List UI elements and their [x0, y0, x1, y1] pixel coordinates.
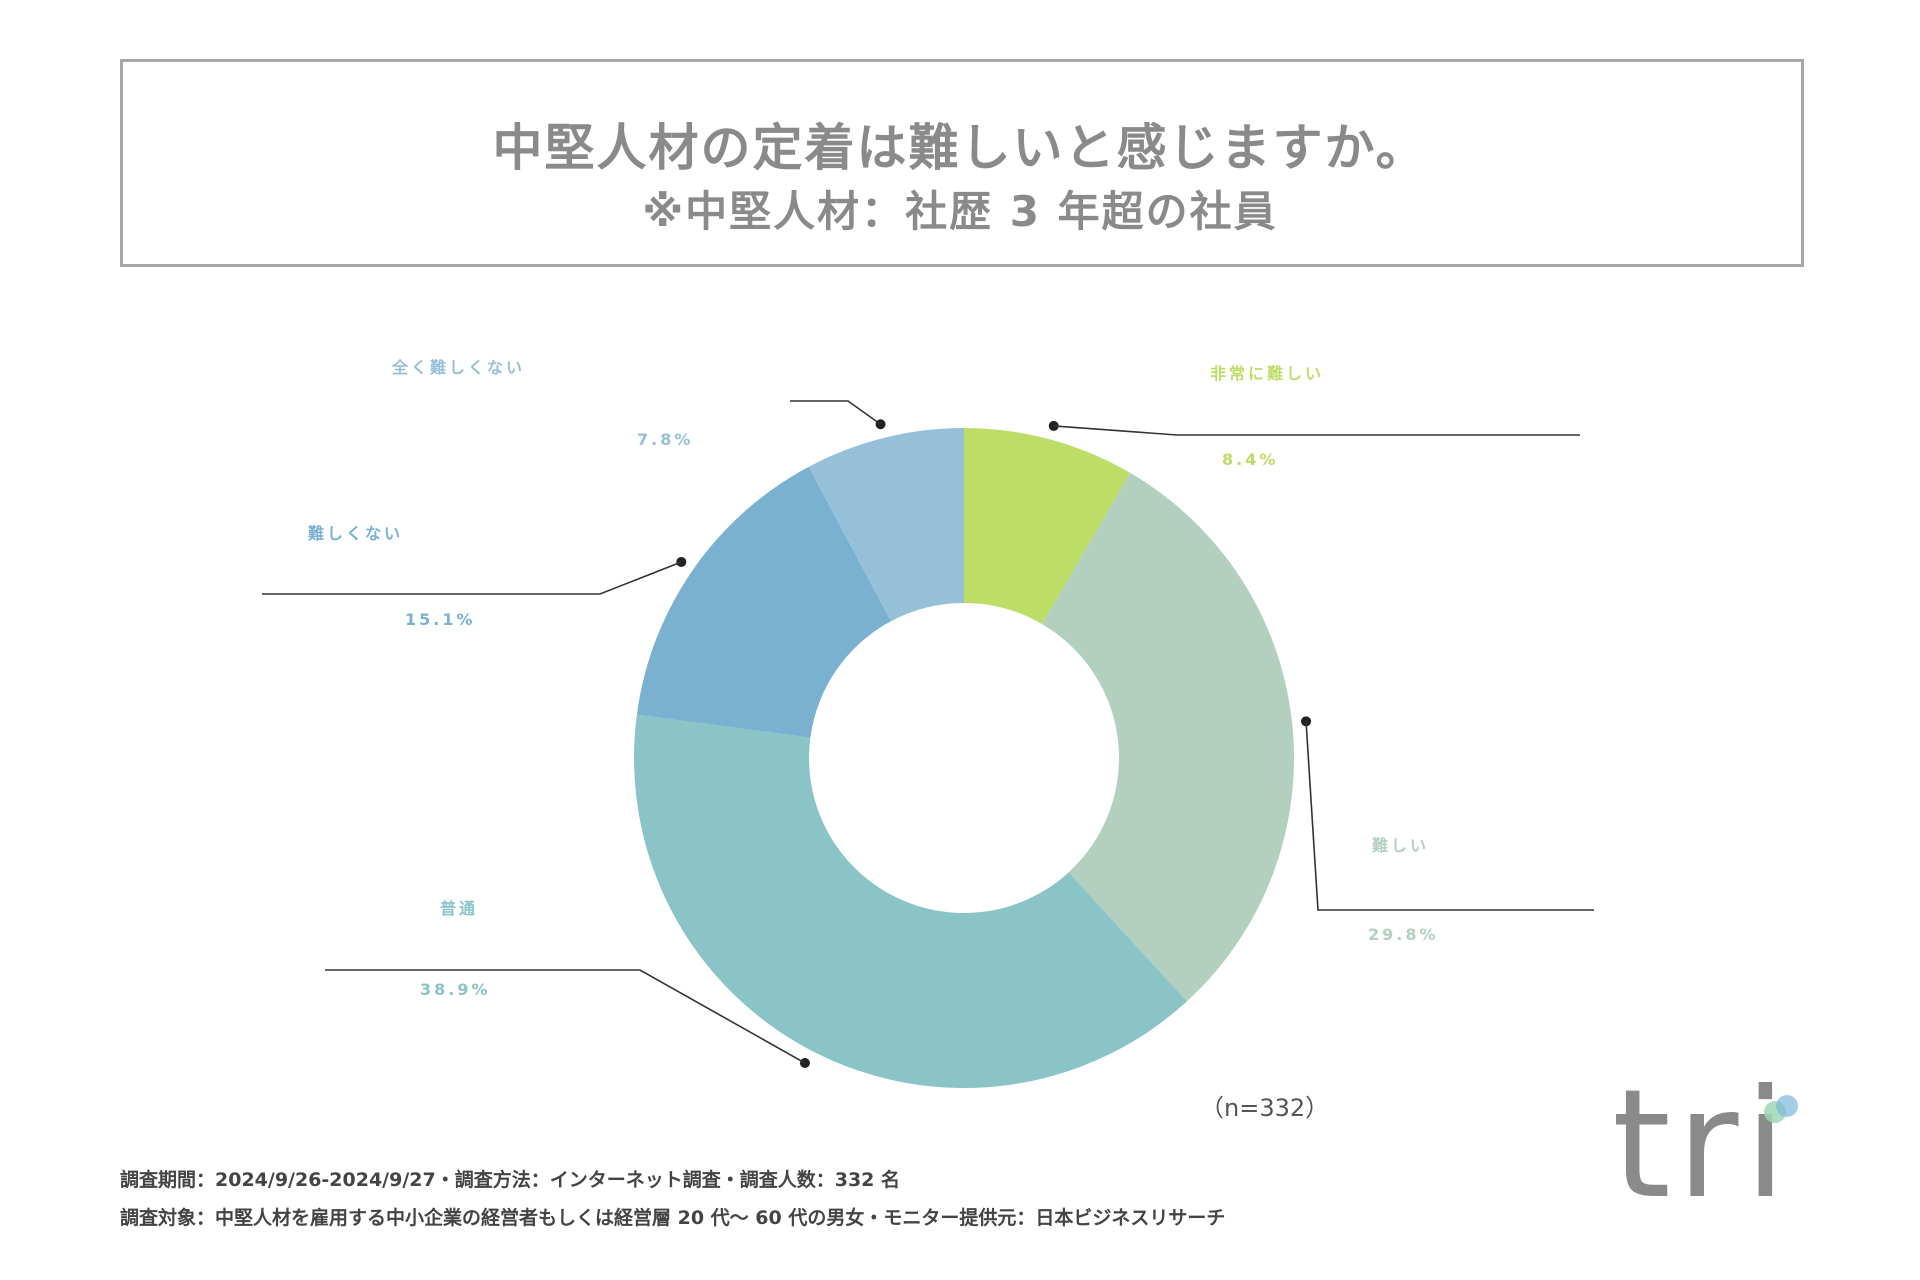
leader-line-2 [325, 969, 806, 1064]
donut-slice-3 [636, 466, 892, 738]
donut-slice-1 [1042, 472, 1294, 1002]
sample-size-label: （n=332） [1200, 1094, 1330, 1122]
label-2-name: 普通 [440, 899, 479, 918]
label-0-name: 非常に難しい [1210, 364, 1325, 383]
label-3-name: 難しくない [308, 524, 404, 543]
label-3-value: 15.1% [405, 610, 476, 629]
label-1-value: 29.8% [1368, 925, 1439, 944]
leader-line-3 [262, 561, 682, 595]
leader-line-1 [1305, 721, 1594, 911]
label-4-name: 全く難しくない [392, 358, 526, 377]
footer-survey-period: 調査期間：2024/9/26-2024/9/27・調査方法：インターネット調査・… [120, 1169, 901, 1191]
logo-dots-icon [1764, 1095, 1798, 1123]
donut-slice-4 [808, 428, 964, 622]
chart-title: 中堅人材の定着は難しいと感じますか。 [492, 119, 1428, 177]
leader-line-0 [1053, 425, 1580, 436]
logo-dot-blue [1776, 1095, 1798, 1117]
leader-line-4 [790, 400, 882, 425]
label-4-value: 7.8% [637, 430, 694, 449]
label-0-value: 8.4% [1222, 450, 1279, 469]
label-2-value: 38.9% [420, 980, 491, 999]
label-1-name: 難しい [1372, 836, 1430, 855]
logo-text: tri [1612, 1058, 1793, 1232]
donut-slice-2 [634, 714, 1187, 1088]
chart-subtitle: ※中堅人材：社歴 3 年超の社員 [642, 187, 1278, 236]
title-box [120, 59, 1804, 267]
donut-slice-0 [964, 428, 1131, 625]
footer-survey-target: 調査対象：中堅人材を雇用する中小企業の経営者もしくは経営層 20 代～ 60 代… [120, 1207, 1226, 1229]
